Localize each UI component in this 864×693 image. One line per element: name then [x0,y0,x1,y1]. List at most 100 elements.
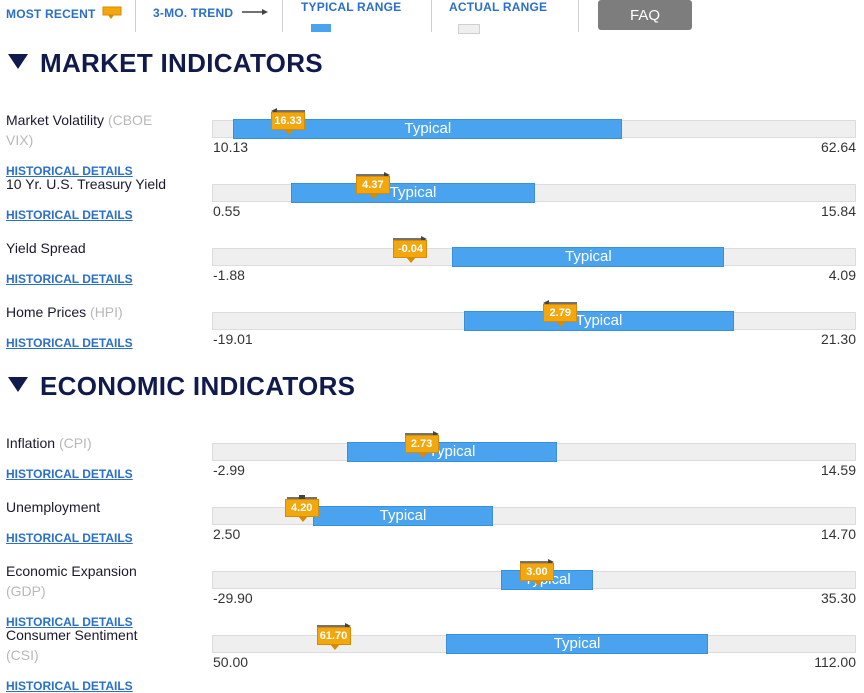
indicator-label: Yield Spread [6,238,206,258]
typical-range-bar: Typical [233,119,623,139]
trend-right-arrow-icon [316,617,351,629]
most-recent-value-marker: 3.00 [519,563,554,586]
indicator-name: Unemployment [6,499,101,515]
indicator-row: Consumer Sentiment (CSI) HISTORICAL DETAI… [0,623,864,693]
legend-actual-range-label: ACTUAL RANGE [449,0,548,14]
most-recent-marker-icon [102,6,122,19]
historical-details-link[interactable]: HISTORICAL DETAILS [6,272,133,286]
indicator-row: Economic Expansion (GDP) HISTORICAL DETAI… [0,559,864,629]
actual-range-track: Typical [212,442,856,462]
typical-range-bar: Typical [452,247,725,267]
range-min-value: 50.00 [213,654,249,670]
range-min-value: -19.01 [213,331,253,347]
legend-separator [282,0,283,32]
indicator-abbreviation: (HPI) [90,304,123,320]
legend-separator [135,0,136,32]
faq-button[interactable]: FAQ [598,0,692,30]
trend-left-arrow-icon [543,294,578,306]
legend-separator [431,0,432,32]
historical-details-link[interactable]: HISTORICAL DETAILS [6,164,133,178]
indicator-name: Economic Expansion [6,563,137,579]
most-recent-value-marker: -0.04 [393,240,428,263]
range-max-value: 4.09 [828,267,856,283]
legend-trend-label: 3-MO. TREND [153,6,234,20]
legend-actual-range: ACTUAL RANGE [449,0,547,14]
indicator-label: 10 Yr. U.S. Treasury Yield [6,174,206,194]
collapse-triangle-icon [8,54,28,69]
historical-details-link[interactable]: HISTORICAL DETAILS [6,531,133,545]
indicator-label: Home Prices (HPI) [6,302,206,322]
indicator-name: Consumer Sentiment [6,627,138,643]
collapse-triangle-icon [8,377,28,392]
range-min-value: 2.50 [213,526,241,542]
most-recent-value-marker: 4.20 [284,499,319,522]
indicator-row: Home Prices (HPI) HISTORICAL DETAILS Typic… [0,300,864,366]
historical-details-link[interactable]: HISTORICAL DETAILS [6,336,133,350]
indicator-name: Home Prices [6,304,87,320]
historical-details-link[interactable]: HISTORICAL DETAILS [6,615,133,629]
typical-range-bar: Typical [463,311,734,331]
indicator-row: Yield Spread HISTORICAL DETAILS Typical -1.… [0,236,864,302]
typical-range-bar: Typical [313,506,493,526]
indicator-row: Unemployment HISTORICAL DETAILS Typical 2.5… [0,495,864,561]
indicator-abbreviation: (CSI) [6,647,39,663]
indicator-row: Market Volatility (CBOE VIX) HISTORICAL D… [0,108,864,178]
trend-flat-arrow-icon [285,489,319,501]
market-indicators-title: MARKET INDICATORS [40,48,323,78]
economic-indicators-title: ECONOMIC INDICATORS [40,371,356,401]
economic-indicators-heading[interactable]: ECONOMIC INDICATORS [8,371,355,402]
legend-bar: MOST RECENT 3-MO. TREND TYPICAL RANGE AC… [0,0,864,40]
market-indicators-heading[interactable]: MARKET INDICATORS [8,48,323,79]
legend-trend: 3-MO. TREND [153,6,268,20]
indicator-row: 10 Yr. U.S. Treasury Yield HISTORICAL DET… [0,172,864,238]
actual-range-track: Typical [212,183,856,203]
range-max-value: 62.64 [820,139,856,155]
trend-right-arrow-icon [519,553,554,565]
indicator-label: Market Volatility (CBOE VIX) [6,110,176,150]
legend-separator [578,0,579,32]
range-max-value: 112.00 [814,654,856,670]
indicator-abbreviation: (CPI) [58,435,92,451]
most-recent-value-marker: 4.37 [355,176,390,199]
indicator-label: Economic Expansion (GDP) [6,561,166,601]
indicator-abbreviation: (CBOE VIX) [6,112,153,148]
historical-details-link[interactable]: HISTORICAL DETAILS [6,208,133,222]
indicator-name: Inflation [6,435,56,451]
typical-range-bar: Typical [290,183,536,203]
actual-range-track: Typical [212,634,856,654]
indicator-name: Market Volatility [6,112,105,128]
range-min-value: -2.99 [213,462,245,478]
indicator-abbreviation: (GDP) [6,583,46,599]
range-min-value: 10.13 [213,139,249,155]
actual-range-track: Typical [212,311,856,331]
range-max-value: 14.59 [820,462,856,478]
legend-typical-range: TYPICAL RANGE [301,0,401,14]
trend-right-arrow-icon [393,230,428,242]
actual-range-swatch-icon [458,24,480,34]
actual-range-track: Typical [212,119,856,139]
trend-right-arrow-icon [404,425,439,437]
actual-range-track: Typical [212,247,856,267]
most-recent-value-marker: 2.73 [404,435,439,458]
indicator-label: Inflation (CPI) [6,433,206,453]
most-recent-value-marker: 61.70 [316,627,351,650]
indicator-name: Yield Spread [6,240,86,256]
range-max-value: 15.84 [820,203,856,219]
most-recent-value-marker: 2.79 [543,304,578,327]
legend-typical-range-label: TYPICAL RANGE [301,0,402,14]
historical-details-link[interactable]: HISTORICAL DETAILS [6,679,133,693]
typical-range-bar: Typical [445,634,709,654]
actual-range-track: Typical [212,506,856,526]
typical-range-swatch-icon [311,24,331,32]
range-max-value: 35.30 [820,590,856,606]
indicator-row: Inflation (CPI) HISTORICAL DETAILS Typical… [0,431,864,497]
range-min-value: -29.90 [213,590,253,606]
range-min-value: 0.55 [213,203,241,219]
indicator-name: 10 Yr. U.S. Treasury Yield [6,176,167,192]
historical-details-link[interactable]: HISTORICAL DETAILS [6,467,133,481]
indicator-label: Consumer Sentiment (CSI) [6,625,166,665]
most-recent-value-marker: 16.33 [271,112,306,135]
typical-range-bar: Typical [347,442,557,462]
indicator-label: Unemployment [6,497,206,517]
trend-arrow-icon [241,9,268,15]
